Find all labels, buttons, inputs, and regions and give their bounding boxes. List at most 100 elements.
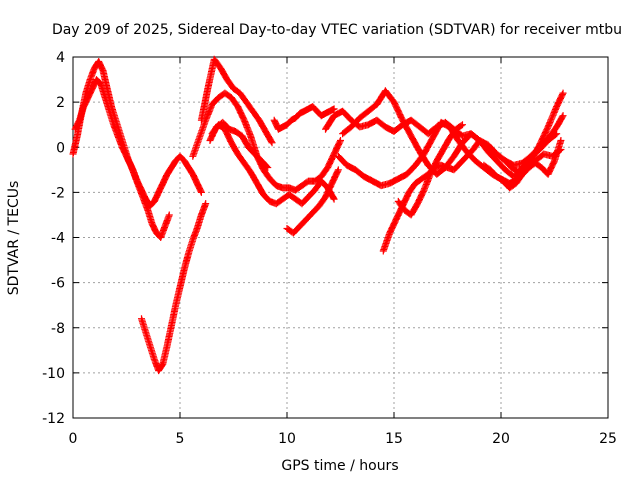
data-point-run [210, 55, 224, 71]
data-point-run [155, 361, 166, 375]
data-point [264, 164, 272, 172]
series-track-c [138, 200, 210, 375]
data-point-run [185, 237, 196, 257]
data-point-run [433, 147, 446, 165]
data-point-run [405, 181, 418, 196]
data-point [165, 211, 173, 219]
data-point-run [352, 166, 367, 180]
data-point-run [159, 343, 171, 368]
data-point-run [159, 172, 170, 187]
data-point-run [302, 210, 316, 223]
x-tick-label: 0 [69, 431, 78, 447]
data-point-run [230, 85, 243, 96]
data-point-run [292, 183, 305, 194]
data-point-run [317, 177, 331, 191]
data-point-run [260, 166, 273, 181]
data-point-run [544, 104, 560, 131]
data-point-run [317, 165, 331, 181]
data-point-run [553, 113, 566, 131]
data-point-run [394, 171, 410, 183]
data-point-run [546, 124, 560, 140]
series-track-f [208, 121, 338, 208]
data-point-run [232, 128, 245, 139]
data-point-run [289, 223, 303, 237]
data-point-run [251, 150, 264, 164]
data-point-run [242, 98, 256, 114]
data-point-run [227, 94, 241, 109]
data-point-run [339, 107, 354, 123]
data-point-run [283, 117, 294, 129]
data-point-run [394, 197, 408, 213]
data-point-run [167, 303, 179, 329]
data-point-run [551, 138, 564, 165]
data-point [330, 105, 338, 113]
data-point [197, 188, 205, 196]
data-point-run [103, 85, 115, 109]
data-point [476, 136, 484, 144]
data-point-run [544, 158, 558, 178]
data-point-run [512, 172, 525, 187]
data-point-run [185, 164, 196, 177]
data-point-run [206, 124, 220, 144]
data-point [202, 200, 210, 208]
data-point-run [493, 157, 508, 173]
data-point-run [234, 103, 248, 123]
data-point-run [364, 101, 380, 115]
data-point-run [223, 76, 237, 91]
data-point-run [99, 67, 111, 91]
data-point-run [180, 251, 192, 273]
data-point-run [202, 102, 215, 124]
data-point-run [227, 139, 241, 157]
x-axis-label: GPS time / hours [281, 458, 398, 474]
data-point-run [292, 111, 303, 122]
y-tick-label: -2 [51, 185, 65, 201]
data-point-run [450, 140, 466, 160]
data-point-run [493, 173, 506, 184]
data-point-run [208, 95, 221, 108]
y-tick-label: -8 [51, 321, 65, 337]
data-point-run [234, 150, 247, 166]
data-point-run [298, 194, 311, 208]
data-point-run [347, 115, 363, 131]
data-point-run [339, 124, 354, 138]
data-point-run [255, 116, 269, 134]
x-tick-label: 10 [278, 431, 296, 447]
data-point-run [484, 148, 500, 164]
data-point-run [480, 161, 493, 173]
data-point-run [167, 158, 179, 172]
data-point-run [452, 122, 465, 133]
data-point-run [540, 133, 553, 147]
data-point-run [420, 172, 434, 194]
data-point-run [484, 141, 500, 157]
series-track-e [189, 89, 344, 194]
data-point [458, 121, 466, 129]
data-point-run [407, 116, 422, 130]
y-tick-label: -4 [51, 231, 65, 247]
data-point-run [279, 121, 290, 131]
data-point-run [386, 176, 401, 187]
data-point-run [236, 89, 249, 105]
data-point-run [266, 175, 279, 188]
data-points [69, 55, 567, 375]
data-point-run [322, 181, 335, 201]
data-point-run [217, 64, 230, 82]
data-point-run [390, 98, 406, 123]
data-point-run [407, 132, 423, 154]
data-point-run [146, 199, 157, 210]
y-tick-label: -12 [42, 411, 65, 427]
data-point-run [501, 157, 515, 170]
data-point-run [322, 113, 337, 133]
data-point-run [163, 165, 175, 178]
data-point-run [245, 143, 258, 157]
data-point-run [69, 134, 81, 158]
data-point-run [518, 165, 532, 178]
data-point-run [446, 127, 459, 142]
data-point-run [172, 285, 184, 309]
data-point-run [533, 140, 547, 153]
data-point-run [399, 116, 414, 139]
data-point-run [527, 147, 540, 160]
y-tick-label: 0 [56, 140, 65, 156]
data-point-run [95, 58, 106, 73]
data-point-run [390, 122, 405, 135]
